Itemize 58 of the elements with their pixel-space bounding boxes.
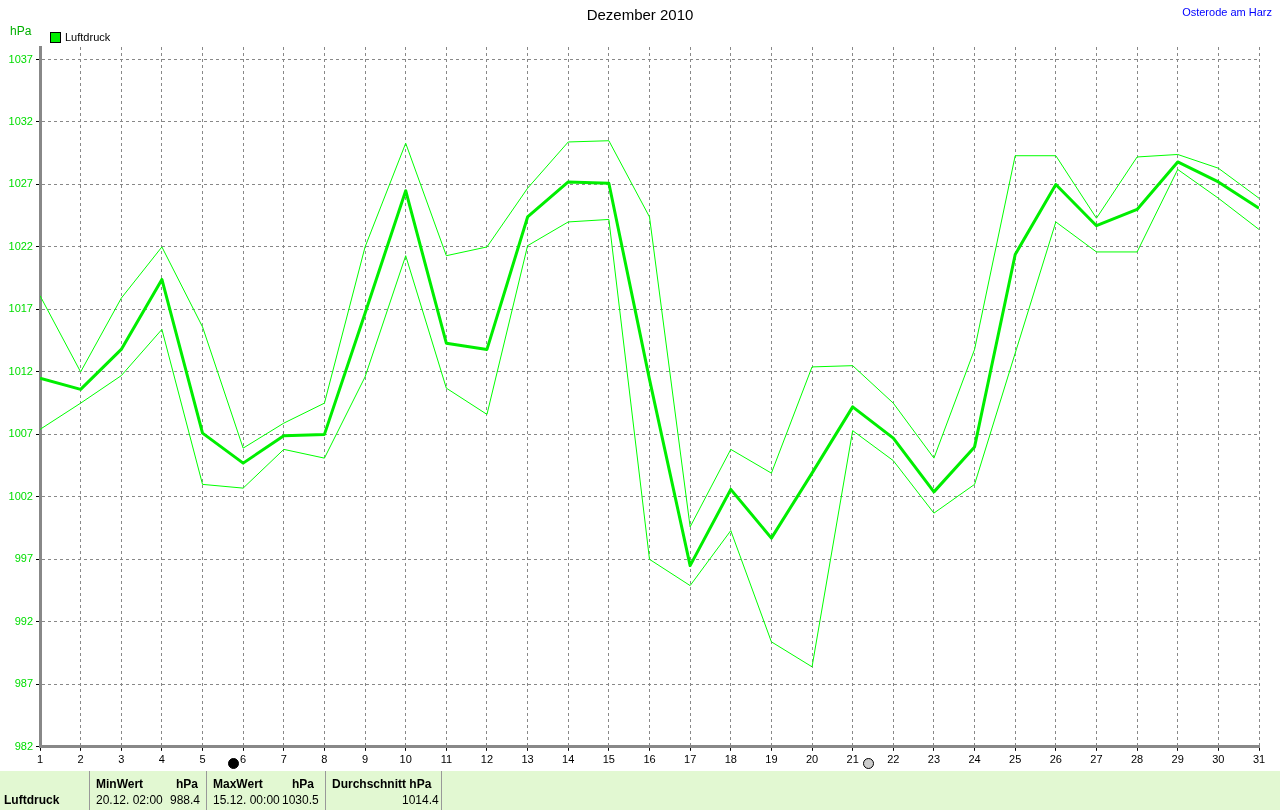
text: hPa bbox=[176, 777, 199, 791]
x-tick-label: 23 bbox=[927, 753, 941, 766]
text: 988.4 bbox=[170, 793, 201, 807]
x-tick-label: 7 bbox=[280, 753, 287, 766]
chart-title: Dezember 2010 bbox=[586, 6, 694, 23]
legend-label: Luftdruck bbox=[65, 31, 111, 43]
text: MaxWert bbox=[213, 777, 263, 791]
x-tick-label: 12 bbox=[480, 753, 494, 766]
text: hPa bbox=[292, 777, 315, 791]
y-tick-label: 1002 bbox=[8, 489, 33, 502]
text: 20.12. 02:00 bbox=[96, 793, 163, 807]
x-tick-label: 1 bbox=[36, 753, 44, 766]
x-tick-label: 4 bbox=[158, 753, 165, 766]
y-tick-label: 1022 bbox=[8, 239, 33, 252]
x-tick-label: 10 bbox=[399, 753, 412, 766]
x-tick-label: 5 bbox=[199, 753, 206, 766]
y-tick-label: 997 bbox=[14, 552, 33, 565]
text: Osterode am Harz bbox=[1182, 6, 1272, 18]
text: 1030.5 bbox=[282, 793, 319, 807]
x-tick-label: 19 bbox=[765, 753, 778, 766]
x-tick-label: 3 bbox=[118, 753, 125, 766]
x-tick-label: 13 bbox=[521, 753, 534, 766]
y-tick-label: 1007 bbox=[8, 427, 33, 440]
x-tick-label: 29 bbox=[1171, 753, 1184, 766]
x-tick-label: 14 bbox=[562, 753, 575, 766]
x-tick-label: 9 bbox=[362, 753, 369, 766]
text: 1014.4 bbox=[402, 793, 439, 807]
x-tick-label: 18 bbox=[724, 753, 737, 766]
y-tick-label: 987 bbox=[14, 677, 33, 690]
y-tick-label: 982 bbox=[14, 739, 33, 752]
text: Durchschnitt hPa bbox=[332, 777, 432, 791]
x-tick-label: 25 bbox=[1009, 753, 1022, 766]
x-tick-label: 8 bbox=[321, 753, 328, 766]
y-tick-label: 992 bbox=[14, 614, 33, 627]
x-tick-label: 26 bbox=[1049, 753, 1062, 766]
x-tick-label: 21 bbox=[846, 753, 859, 766]
y-tick-label: 1017 bbox=[8, 302, 33, 315]
y-tick-label: 1032 bbox=[8, 115, 33, 128]
x-tick-label: 28 bbox=[1130, 753, 1144, 766]
x-tick-label: 27 bbox=[1090, 753, 1103, 766]
x-tick-label: 16 bbox=[643, 753, 656, 766]
x-tick-label: 24 bbox=[968, 753, 981, 766]
text: MinWert bbox=[96, 777, 144, 791]
x-tick-label: 20 bbox=[805, 753, 819, 766]
y-axis-title: hPa bbox=[10, 24, 32, 38]
text: 15.12. 00:00 bbox=[213, 793, 280, 807]
text: Luftdruck bbox=[4, 793, 60, 807]
y-tick-label: 1012 bbox=[8, 364, 33, 377]
x-tick-label: 15 bbox=[602, 753, 615, 766]
y-tick-label: 1027 bbox=[8, 177, 33, 190]
x-tick-label: 31 bbox=[1252, 753, 1266, 766]
x-tick-label: 30 bbox=[1212, 753, 1225, 766]
x-tick-label: 2 bbox=[77, 753, 84, 766]
x-tick-label: 17 bbox=[684, 753, 697, 766]
x-tick-label: 11 bbox=[440, 753, 453, 766]
y-tick-label: 1037 bbox=[8, 52, 33, 65]
x-tick-label: 6 bbox=[240, 753, 247, 766]
x-tick-label: 22 bbox=[887, 753, 900, 766]
